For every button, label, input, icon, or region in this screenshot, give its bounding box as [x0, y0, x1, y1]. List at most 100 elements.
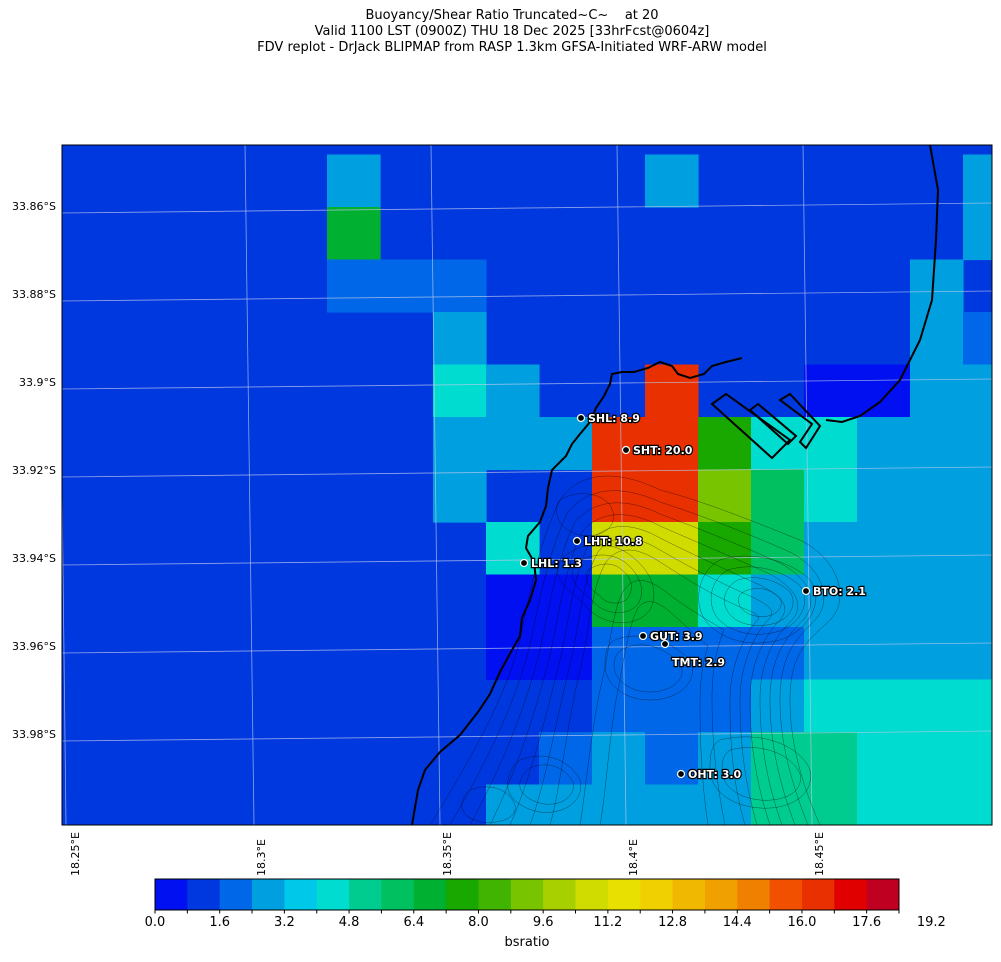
colorbar-swatch — [672, 879, 706, 910]
station-label-lhl: LHL: 1.3 — [531, 557, 582, 570]
colorbar-swatch — [543, 879, 577, 910]
grid-cell-r11-c12 — [698, 679, 752, 733]
grid-cell-r6-c10 — [592, 417, 646, 471]
grid-cell-r12-c11 — [645, 732, 699, 786]
coastline — [411, 145, 940, 825]
colorbar-swatch — [769, 879, 803, 910]
grid-cell-r7-c17 — [963, 469, 992, 523]
colorbar-swatch — [704, 879, 738, 910]
station-marker-oht — [676, 769, 686, 779]
colorbar-swatch — [219, 879, 253, 910]
colorbar-swatch — [510, 879, 544, 910]
station-marker-sht — [621, 445, 631, 455]
grid-cell-r4-c16 — [910, 312, 964, 366]
colorbar-swatch — [349, 879, 382, 910]
grid-cell-r12-c10 — [592, 732, 646, 786]
grid-cell-r6-c16 — [910, 417, 964, 471]
grid-cell-r7-c10 — [592, 469, 646, 523]
graticule-lat-33.92 — [62, 466, 992, 478]
lon-tick-label: 18.4°E — [627, 839, 640, 876]
grid-cell-r5-c15 — [857, 364, 911, 418]
lat-tick-label: 33.94°S — [12, 552, 56, 565]
station-marker-bto — [801, 586, 811, 596]
lat-tick-label: 33.9°S — [19, 376, 56, 389]
graticule-lon-18.35 — [430, 145, 441, 825]
grid-cell-r8-c11 — [645, 522, 699, 576]
graticule-lat-33.9 — [62, 378, 992, 390]
colorbar-tick-label: 9.6 — [532, 915, 554, 930]
station-label-oht: OHT: 3.0 — [688, 768, 742, 781]
title-line-3: FDV replot - DrJack BLIPMAP from RASP 1.… — [257, 40, 767, 55]
grid-cell-r2-c5 — [327, 207, 381, 261]
grid-cell-r6-c15 — [857, 417, 911, 471]
terrain-contours — [429, 475, 841, 825]
colorbar-swatch — [866, 879, 900, 910]
grid-cell-r10-c8 — [486, 627, 540, 681]
grid-cell-r9-c8 — [486, 574, 540, 628]
grid-cell-r1-c11 — [645, 154, 699, 208]
colorbar-swatch — [478, 879, 512, 910]
grid-cell-r10-c12 — [698, 627, 752, 681]
colorbar-swatch — [316, 879, 350, 910]
grid-cell-r3-c5 — [327, 259, 381, 313]
colorbar-tick-label: 17.6 — [852, 915, 882, 930]
grid-cell-r13-c17 — [963, 784, 992, 825]
colorbar-swatch — [737, 879, 771, 910]
lat-tick-label: 33.86°S — [12, 200, 56, 213]
grid-cell-r10-c10 — [592, 627, 646, 681]
graticule-lat-33.88 — [62, 290, 992, 302]
grid-cell-r8-c12 — [698, 522, 752, 576]
grid-cell-r8-c13 — [751, 522, 805, 576]
colorbar-tick-label: 8.0 — [468, 915, 489, 930]
grid-cell-r8-c8 — [486, 522, 540, 576]
colorbar-tick-label: 16.0 — [787, 915, 817, 930]
lat-tick-label: 33.88°S — [12, 288, 56, 301]
grid-cell-r5-c17 — [963, 364, 992, 418]
grid-cell-r13-c15 — [857, 784, 911, 825]
colorbar-tick-label: 3.2 — [274, 915, 295, 930]
grid-cell-r6-c11 — [645, 417, 699, 471]
grid-cell-r1-c5 — [327, 154, 381, 208]
colorbar-swatch — [801, 879, 835, 910]
grid-cell-r6-c7 — [433, 417, 487, 471]
grid-cell-r12-c14 — [804, 732, 858, 786]
grid-cell-r6-c12 — [698, 417, 752, 471]
grid-cell-r12-c13 — [751, 732, 805, 786]
grid-cell-r11-c17 — [963, 679, 992, 733]
grid-cell-r6-c14 — [804, 417, 858, 471]
station-label-bto: BTO: 2.1 — [813, 585, 866, 598]
lon-tick-label: 18.25°E — [69, 832, 82, 876]
grid-cell-r5-c7 — [433, 364, 487, 418]
grid-cell-r1-c17 — [963, 154, 992, 208]
station-label-lht: LHT: 10.8 — [584, 535, 643, 548]
station-marker-shl — [576, 413, 586, 423]
grid-cell-r9-c9 — [539, 574, 593, 628]
grid-cell-r6-c8 — [486, 417, 540, 471]
colorbar-swatch — [155, 879, 188, 910]
grid-cell-r11-c14 — [804, 679, 858, 733]
station-label-sht: SHT: 20.0 — [633, 444, 693, 457]
grid-cell-r9-c13 — [751, 574, 805, 628]
colorbar-tick-label: 0.0 — [144, 915, 166, 930]
grid-cell-r10-c15 — [857, 627, 911, 681]
station-label-gut: GUT: 3.9 — [650, 630, 703, 643]
grid-cell-r12-c9 — [539, 732, 593, 786]
station-label-shl: SHL: 8.9 — [588, 412, 640, 425]
colorbar-swatch — [446, 879, 479, 910]
grid-cell-r5-c11 — [645, 364, 699, 418]
grid-cell-r7-c13 — [751, 469, 805, 523]
grid-cell-r8-c16 — [910, 522, 964, 576]
colorbar-tick-label: 11.2 — [593, 915, 623, 930]
grid-cell-r5-c14 — [804, 364, 858, 418]
lat-tick-label: 33.96°S — [12, 640, 56, 653]
grid-cell-r12-c15 — [857, 732, 911, 786]
grid-cell-r12-c16 — [910, 732, 964, 786]
graticule-lat-33.98 — [62, 730, 992, 742]
colorbar-tick-label: 4.8 — [338, 915, 360, 930]
grid-cell-r10-c16 — [910, 627, 964, 681]
harbour-pier — [748, 402, 798, 446]
grid-cell-r9-c17 — [963, 574, 992, 628]
grid-cell-r13-c11 — [645, 784, 699, 825]
map-frame — [61, 144, 993, 826]
